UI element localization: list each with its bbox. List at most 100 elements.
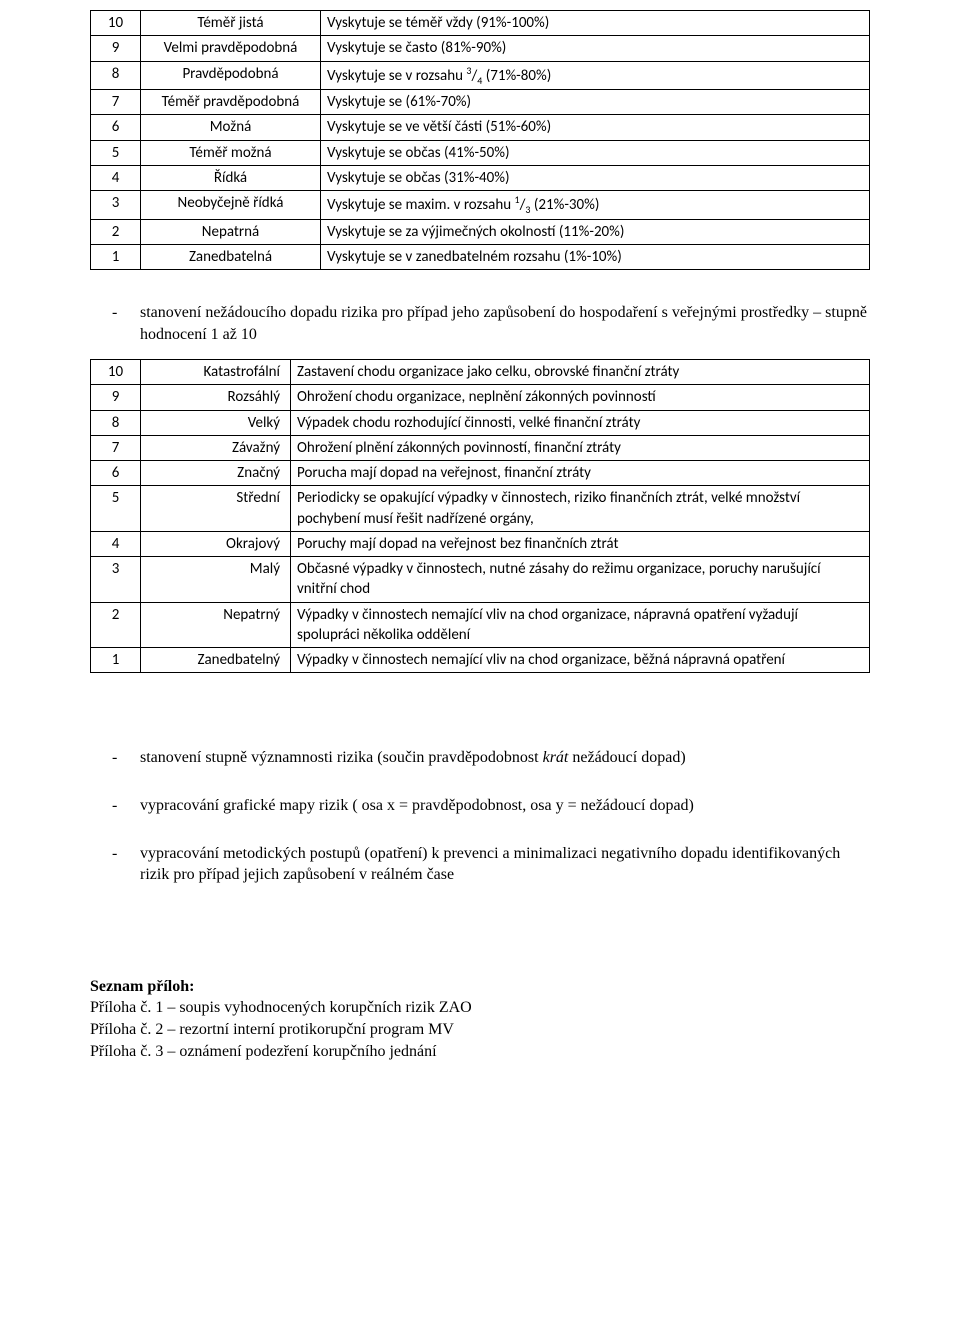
row-label: Zanedbatelný xyxy=(141,648,291,673)
impact-table: 10KatastrofálníZastavení chodu organizac… xyxy=(90,359,870,673)
row-description: Vyskytuje se za výjimečných okolností (1… xyxy=(321,219,870,244)
table-row: 8VelkýVýpadek chodu rozhodující činnosti… xyxy=(91,410,870,435)
list-item-text: vypracování metodických postupů (opatřen… xyxy=(140,843,870,886)
row-description: Periodicky se opakující výpadky v činnos… xyxy=(291,486,870,532)
row-label: Možná xyxy=(141,115,321,140)
table-row: 5StředníPeriodicky se opakující výpadky … xyxy=(91,486,870,532)
dash-icon: - xyxy=(90,795,140,817)
row-label: Řídká xyxy=(141,165,321,190)
probability-table-body: 10Téměř jistáVyskytuje se téměř vždy (91… xyxy=(91,11,870,270)
table-row: 9Velmi pravděpodobnáVyskytuje se často (… xyxy=(91,36,870,61)
row-label: Téměř jistá xyxy=(141,11,321,36)
row-label: Střední xyxy=(141,486,291,532)
row-number: 3 xyxy=(91,557,141,603)
row-label: Téměř pravděpodobná xyxy=(141,90,321,115)
row-number: 9 xyxy=(91,385,141,410)
row-description: Vyskytuje se občas (41%-50%) xyxy=(321,140,870,165)
row-label: Pravděpodobná xyxy=(141,61,321,90)
table-row: 4OkrajovýPoruchy mají dopad na veřejnost… xyxy=(91,531,870,556)
attachment-line: Příloha č. 2 – rezortní interní protikor… xyxy=(90,1019,870,1041)
row-number: 10 xyxy=(91,11,141,36)
table-row: 2NepatrnáVyskytuje se za výjimečných oko… xyxy=(91,219,870,244)
row-number: 10 xyxy=(91,360,141,385)
attachments-heading: Seznam příloh: xyxy=(90,976,870,998)
row-description: Výpadky v činnostech nemající vliv na ch… xyxy=(291,602,870,648)
impact-intro-text: stanovení nežádoucího dopadu rizika pro … xyxy=(140,302,870,345)
table-row: 10Téměř jistáVyskytuje se téměř vždy (91… xyxy=(91,11,870,36)
row-description: Vyskytuje se (61%-70%) xyxy=(321,90,870,115)
list-item: -stanovení stupně významnosti rizika (so… xyxy=(90,747,870,769)
row-description: Občasné výpadky v činnostech, nutné zása… xyxy=(291,557,870,603)
row-number: 6 xyxy=(91,115,141,140)
row-number: 3 xyxy=(91,191,141,220)
dash-icon: - xyxy=(90,843,140,886)
table-row: 3Neobyčejně řídkáVyskytuje se maxim. v r… xyxy=(91,191,870,220)
table-row: 5Téměř možnáVyskytuje se občas (41%-50%) xyxy=(91,140,870,165)
dash-icon: - xyxy=(90,302,140,345)
table-row: 9RozsáhlýOhrožení chodu organizace, nepl… xyxy=(91,385,870,410)
table-row: 6ZnačnýPorucha mají dopad na veřejnost, … xyxy=(91,461,870,486)
row-description: Vyskytuje se v zanedbatelném rozsahu (1%… xyxy=(321,244,870,269)
row-label: Velmi pravděpodobná xyxy=(141,36,321,61)
list-item: -vypracování grafické mapy rizik ( osa x… xyxy=(90,795,870,817)
impact-table-body: 10KatastrofálníZastavení chodu organizac… xyxy=(91,360,870,673)
row-number: 1 xyxy=(91,648,141,673)
row-description: Vyskytuje se v rozsahu 3/4 (71%-80%) xyxy=(321,61,870,90)
row-description: Výpadek chodu rozhodující činnosti, velk… xyxy=(291,410,870,435)
row-description: Výpadky v činnostech nemající vliv na ch… xyxy=(291,648,870,673)
attachment-line: Příloha č. 1 – soupis vyhodnocených koru… xyxy=(90,997,870,1019)
row-label: Téměř možná xyxy=(141,140,321,165)
row-label: Zanedbatelná xyxy=(141,244,321,269)
list-item-text: vypracování grafické mapy rizik ( osa x … xyxy=(140,795,870,817)
table-row: 3MalýObčasné výpadky v činnostech, nutné… xyxy=(91,557,870,603)
impact-intro-bullet: - stanovení nežádoucího dopadu rizika pr… xyxy=(90,302,870,345)
row-number: 4 xyxy=(91,165,141,190)
row-number: 2 xyxy=(91,219,141,244)
row-number: 1 xyxy=(91,244,141,269)
row-description: Zastavení chodu organizace jako celku, o… xyxy=(291,360,870,385)
row-description: Vyskytuje se občas (31%-40%) xyxy=(321,165,870,190)
table-row: 4ŘídkáVyskytuje se občas (31%-40%) xyxy=(91,165,870,190)
probability-table: 10Téměř jistáVyskytuje se téměř vždy (91… xyxy=(90,10,870,270)
row-number: 8 xyxy=(91,61,141,90)
row-description: Poruchy mají dopad na veřejnost bez fina… xyxy=(291,531,870,556)
table-row: 1ZanedbatelnýVýpadky v činnostech nemají… xyxy=(91,648,870,673)
row-description: Porucha mají dopad na veřejnost, finančn… xyxy=(291,461,870,486)
row-label: Neobyčejně řídká xyxy=(141,191,321,220)
row-label: Nepatrný xyxy=(141,602,291,648)
table-row: 1ZanedbatelnáVyskytuje se v zanedbatelné… xyxy=(91,244,870,269)
row-number: 5 xyxy=(91,140,141,165)
table-row: 8PravděpodobnáVyskytuje se v rozsahu 3/4… xyxy=(91,61,870,90)
attachment-line: Příloha č. 3 – oznámení podezření korupč… xyxy=(90,1041,870,1063)
table-row: 6MožnáVyskytuje se ve větší části (51%-6… xyxy=(91,115,870,140)
row-number: 4 xyxy=(91,531,141,556)
row-label: Okrajový xyxy=(141,531,291,556)
row-label: Malý xyxy=(141,557,291,603)
row-label: Závažný xyxy=(141,435,291,460)
row-number: 6 xyxy=(91,461,141,486)
row-label: Rozsáhlý xyxy=(141,385,291,410)
row-description: Ohrožení chodu organizace, neplnění záko… xyxy=(291,385,870,410)
dash-icon: - xyxy=(90,747,140,769)
row-label: Katastrofální xyxy=(141,360,291,385)
row-number: 7 xyxy=(91,90,141,115)
table-row: 7ZávažnýOhrožení plnění zákonných povinn… xyxy=(91,435,870,460)
row-label: Nepatrná xyxy=(141,219,321,244)
row-number: 7 xyxy=(91,435,141,460)
row-number: 2 xyxy=(91,602,141,648)
table-row: 10KatastrofálníZastavení chodu organizac… xyxy=(91,360,870,385)
list-item-text: stanovení stupně významnosti rizika (sou… xyxy=(140,747,870,769)
row-number: 9 xyxy=(91,36,141,61)
row-label: Velký xyxy=(141,410,291,435)
table-row: 2NepatrnýVýpadky v činnostech nemající v… xyxy=(91,602,870,648)
row-number: 8 xyxy=(91,410,141,435)
row-description: Vyskytuje se maxim. v rozsahu 1/3 (21%-3… xyxy=(321,191,870,220)
list-item: -vypracování metodických postupů (opatře… xyxy=(90,843,870,886)
row-number: 5 xyxy=(91,486,141,532)
row-description: Ohrožení plnění zákonných povinností, fi… xyxy=(291,435,870,460)
row-description: Vyskytuje se ve větší části (51%-60%) xyxy=(321,115,870,140)
row-label: Značný xyxy=(141,461,291,486)
table-row: 7Téměř pravděpodobnáVyskytuje se (61%-70… xyxy=(91,90,870,115)
row-description: Vyskytuje se téměř vždy (91%-100%) xyxy=(321,11,870,36)
row-description: Vyskytuje se často (81%-90%) xyxy=(321,36,870,61)
